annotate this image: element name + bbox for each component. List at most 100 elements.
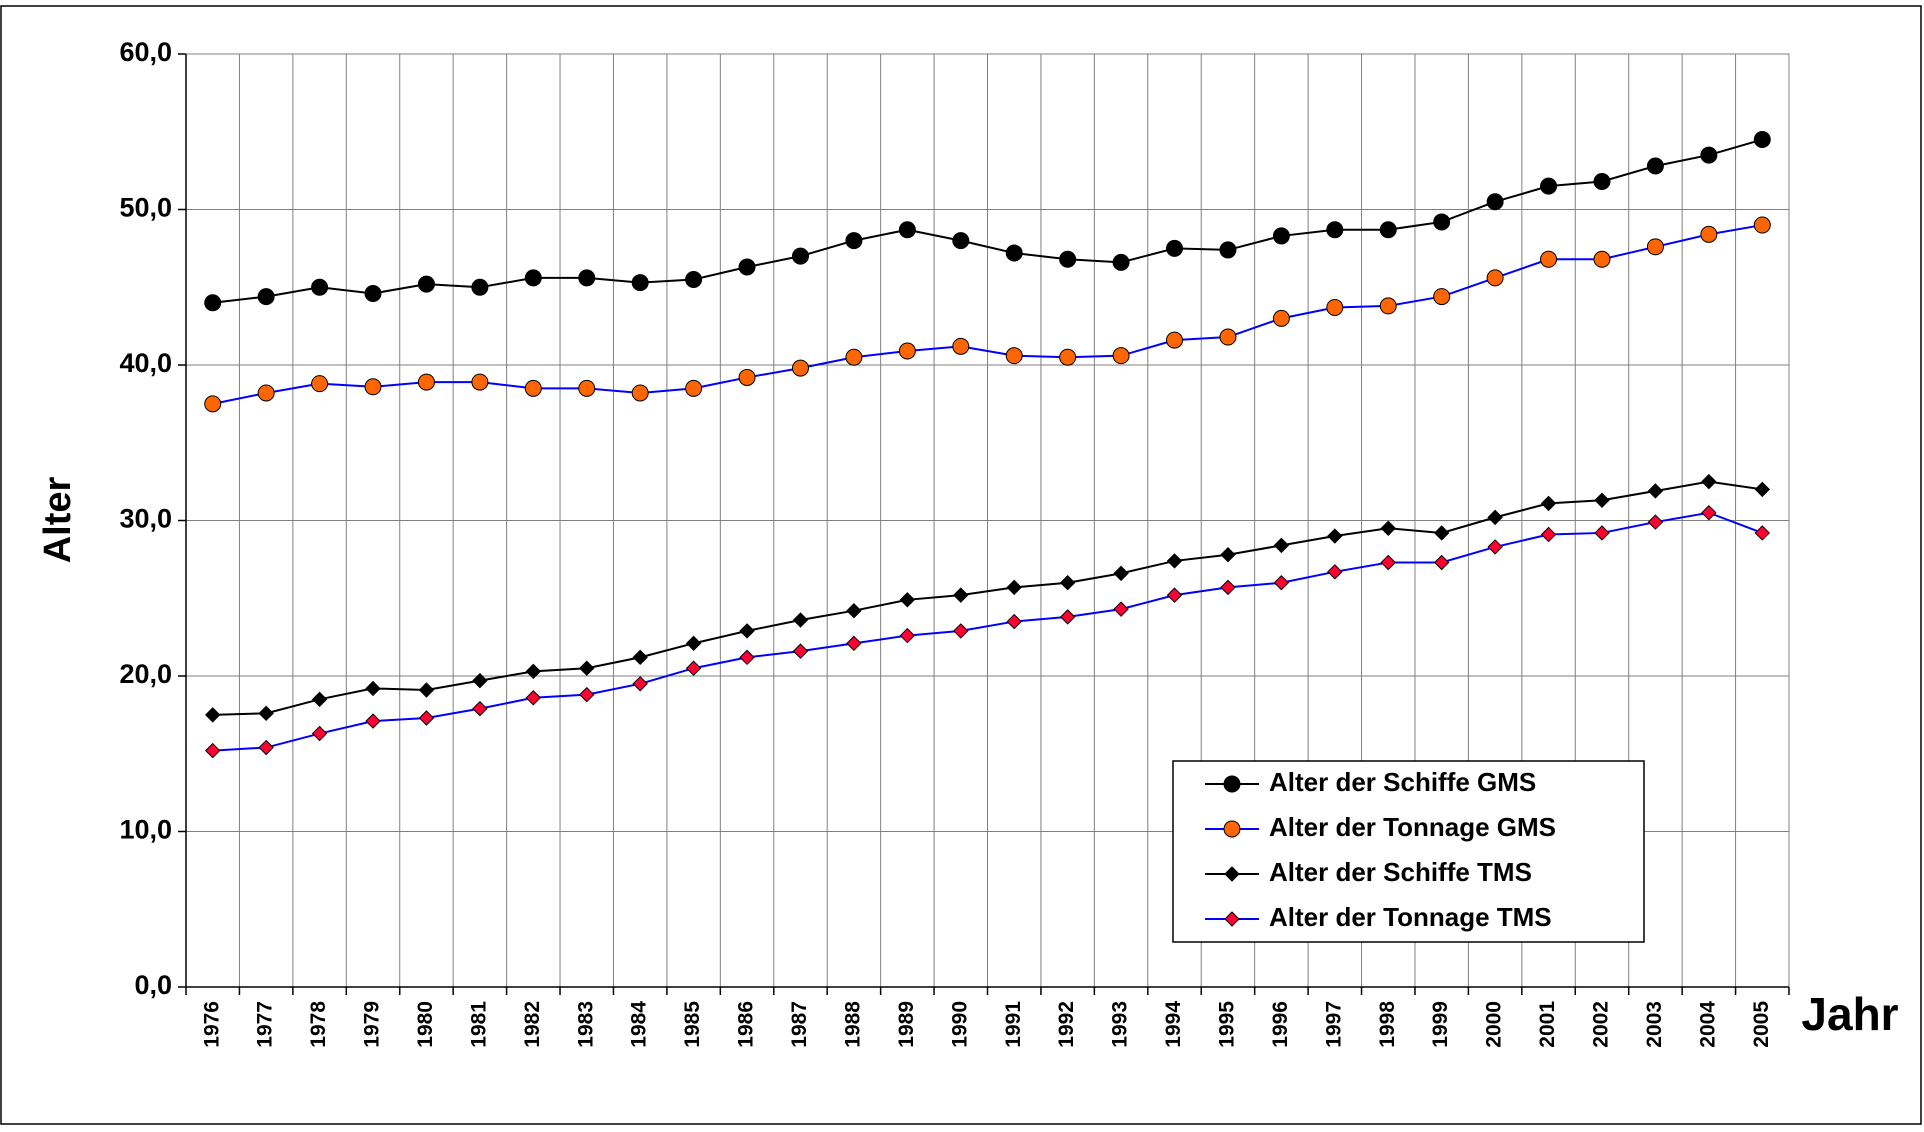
marker	[685, 635, 702, 652]
y-tick-label: 30,0	[119, 504, 172, 534]
chart-frame	[0, 5, 1922, 1125]
marker	[1006, 613, 1022, 630]
x-tick-label: 1977	[254, 1001, 277, 1048]
marker	[1646, 157, 1664, 175]
marker	[578, 269, 596, 287]
marker	[1753, 131, 1771, 149]
legend-label: Alter der Tonnage GMS	[1269, 812, 1556, 842]
marker	[1166, 587, 1183, 603]
y-tick-label: 20,0	[119, 659, 172, 689]
marker	[739, 649, 755, 666]
marker	[1700, 225, 1718, 243]
marker	[1112, 347, 1130, 365]
legend-label: Alter der Tonnage TMS	[1269, 902, 1552, 932]
series-line	[212, 511, 1763, 752]
marker	[1327, 564, 1343, 580]
marker	[899, 592, 916, 608]
marker	[791, 247, 809, 265]
marker	[1273, 537, 1290, 554]
marker	[1753, 216, 1771, 234]
marker	[1647, 483, 1664, 499]
marker	[685, 660, 702, 676]
x-tick-label: 1982	[521, 1001, 544, 1048]
marker	[257, 288, 275, 306]
marker	[1646, 238, 1664, 256]
marker	[204, 294, 222, 312]
marker	[417, 275, 435, 293]
x-tick-label: 1985	[681, 1001, 704, 1048]
marker	[1059, 574, 1076, 591]
legend-marker	[1224, 866, 1240, 882]
x-tick-label: 2000	[1483, 1001, 1506, 1048]
y-tick-label: 60,0	[119, 37, 172, 67]
marker	[524, 269, 542, 287]
x-tick-label: 1986	[735, 1001, 758, 1048]
marker	[952, 337, 970, 355]
x-tick-label: 2001	[1536, 1001, 1559, 1048]
marker	[1272, 227, 1290, 245]
marker	[1701, 505, 1717, 521]
series-line	[212, 138, 1763, 304]
marker	[1059, 348, 1077, 366]
marker	[792, 643, 809, 659]
marker	[898, 221, 916, 239]
marker	[1326, 221, 1344, 239]
x-tick-label: 1979	[361, 1001, 384, 1048]
marker	[1540, 177, 1558, 195]
marker	[739, 623, 755, 639]
series-line	[212, 480, 1763, 716]
y-tick-label: 50,0	[119, 193, 172, 223]
marker	[792, 612, 809, 628]
marker	[845, 232, 863, 250]
marker	[258, 739, 274, 756]
marker	[1219, 241, 1237, 259]
marker	[1433, 213, 1451, 231]
marker	[1166, 239, 1184, 257]
marker	[1540, 250, 1558, 268]
marker	[1594, 492, 1610, 508]
marker	[1379, 221, 1397, 239]
marker	[364, 284, 382, 302]
marker	[1433, 525, 1450, 541]
marker	[1380, 554, 1396, 571]
marker	[1433, 288, 1451, 306]
marker	[258, 705, 274, 722]
marker	[365, 680, 381, 697]
marker	[311, 375, 329, 393]
marker	[846, 635, 862, 652]
x-tick-label: 2002	[1590, 1001, 1613, 1048]
marker	[738, 258, 756, 276]
x-tick-label: 1980	[414, 1001, 437, 1048]
x-tick-label: 1990	[948, 1001, 971, 1048]
x-tick-label: 1976	[200, 1001, 223, 1048]
x-tick-label: 2005	[1750, 1001, 1773, 1048]
x-tick-label: 2003	[1643, 1001, 1666, 1048]
x-tick-label: 1987	[788, 1001, 811, 1048]
y-tick-label: 0,0	[134, 970, 172, 1000]
marker	[953, 623, 969, 639]
marker	[1593, 173, 1611, 191]
marker	[1113, 601, 1129, 617]
legend-label: Alter der Schiffe TMS	[1269, 857, 1532, 887]
y-tick-label: 40,0	[119, 348, 172, 378]
x-tick-label: 1995	[1215, 1001, 1238, 1048]
marker	[1487, 509, 1503, 526]
marker	[1006, 579, 1022, 596]
marker	[472, 700, 488, 717]
marker	[1380, 520, 1396, 536]
marker	[953, 587, 969, 603]
marker	[1220, 547, 1236, 563]
marker	[898, 342, 916, 360]
marker	[418, 682, 435, 698]
legend-label: Alter der Schiffe GMS	[1269, 767, 1536, 797]
x-tick-label: 1978	[307, 1001, 330, 1048]
marker	[791, 359, 809, 377]
marker	[524, 379, 542, 397]
marker	[1379, 297, 1397, 315]
marker	[1594, 525, 1610, 541]
marker	[1113, 565, 1129, 582]
legend-marker	[1223, 820, 1241, 838]
marker	[204, 395, 222, 413]
marker	[579, 686, 595, 703]
marker	[471, 373, 489, 391]
